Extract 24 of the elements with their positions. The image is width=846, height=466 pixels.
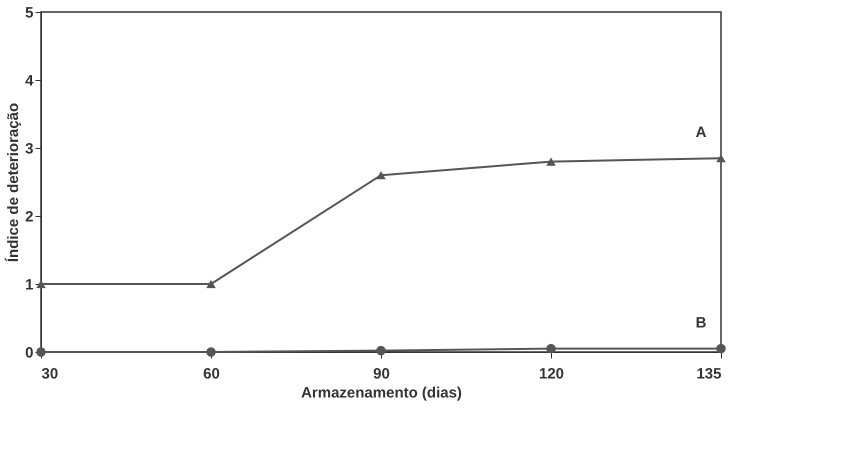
y-tick-label: 3 [25, 140, 34, 158]
x-tick-label: 30 [42, 366, 58, 382]
point [376, 346, 386, 356]
series-label: A [696, 124, 707, 142]
y-tick-label: 5 [25, 4, 34, 22]
point [36, 280, 46, 288]
y-tick-label: 1 [25, 276, 34, 294]
y-tick-label: 2 [25, 208, 34, 226]
point [546, 157, 556, 166]
y-axis-title: Índice de deterioração [4, 102, 22, 262]
x-tick-label: 60 [203, 366, 220, 382]
point [376, 171, 386, 180]
point [546, 344, 556, 354]
point [716, 154, 726, 162]
y-tick-label: 0 [25, 344, 34, 362]
series-label: B [696, 314, 707, 332]
x-tick-label: 120 [538, 366, 564, 382]
x-tick-label: 90 [373, 366, 390, 382]
point [206, 280, 216, 288]
point [716, 344, 726, 354]
y-tick-label: 4 [25, 72, 34, 90]
point [206, 347, 216, 357]
x-tick-label: 135 [696, 366, 722, 382]
x-axis-title: Armazenamento (dias) [301, 384, 462, 402]
